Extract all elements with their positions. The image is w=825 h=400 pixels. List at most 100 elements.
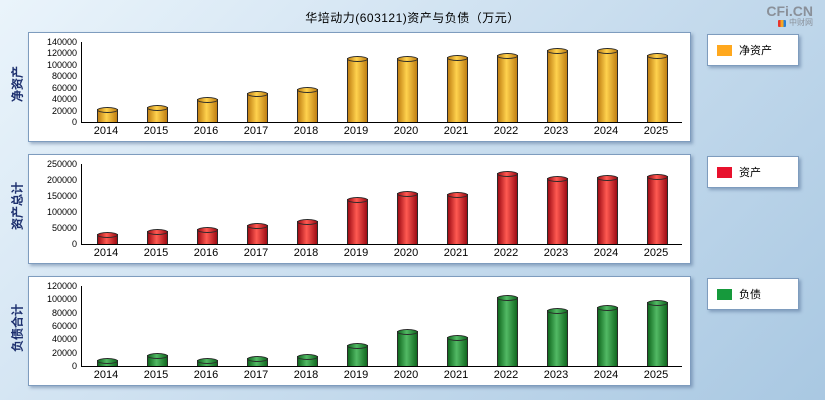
bar-2018	[296, 354, 318, 366]
bar-2015	[146, 353, 168, 366]
x-tick-label: 2016	[193, 125, 219, 137]
bar-2022	[496, 53, 518, 122]
bar-2017	[246, 356, 268, 366]
x-tick-label: 2015	[143, 247, 169, 259]
bar-2024	[596, 305, 618, 366]
x-tick-label: 2022	[493, 125, 519, 137]
bar-cap	[496, 295, 518, 301]
bar-slot	[432, 286, 482, 366]
bar-2021	[446, 55, 468, 122]
x-tick-label: 2017	[243, 125, 269, 137]
bar-cap	[346, 197, 368, 203]
bar-cap	[296, 87, 318, 93]
x-tick-label: 2024	[593, 369, 619, 381]
bar-cap	[246, 91, 268, 97]
bar-2020	[396, 56, 418, 122]
cfi-logo-icon	[778, 20, 786, 28]
chart-net-assets: 净资产 140000 120000 100000 80000 60000 40000 200…	[6, 32, 825, 142]
bar-slot	[382, 164, 432, 244]
bar-2016	[196, 358, 218, 366]
plot-area	[81, 42, 682, 123]
bar-slot	[632, 286, 682, 366]
bar-2019	[346, 343, 368, 366]
page-title: 华培动力(603121)资产与负债（万元）	[305, 11, 520, 25]
bar-slot	[82, 286, 132, 366]
bar-2020	[396, 191, 418, 244]
bar-2014	[96, 232, 118, 244]
bar-cap	[196, 227, 218, 233]
bar-cap	[446, 55, 468, 61]
legend-box: 负债	[707, 278, 799, 310]
bar-2025	[646, 53, 668, 122]
y-axis-title: 负债合计	[10, 303, 25, 353]
bar-cap	[96, 358, 118, 364]
x-labels: 2014 2015 2016 2017 2018 2019 2020 2021 2022 2023…	[81, 367, 681, 383]
bar-slot	[382, 286, 432, 366]
x-tick-label: 2015	[143, 125, 169, 137]
bar-2023	[546, 48, 568, 122]
x-tick-label: 2024	[593, 247, 619, 259]
bar-slot	[482, 42, 532, 122]
bar-2025	[646, 300, 668, 366]
bar-2017	[246, 91, 268, 122]
bar-slot	[532, 42, 582, 122]
x-tick-label: 2022	[493, 369, 519, 381]
y-axis-title-wrap: 资产总计	[6, 154, 28, 258]
x-tick-label: 2018	[293, 247, 319, 259]
bar-slot	[182, 286, 232, 366]
bar-2016	[196, 227, 218, 244]
chart-total-assets: 资产总计 250000 200000 150000 100000 50000 0 2014…	[6, 154, 825, 264]
bar-cap	[246, 223, 268, 229]
bar-2023	[546, 176, 568, 244]
bar-cap	[396, 191, 418, 197]
x-tick-label: 2021	[443, 125, 469, 137]
bar-slot	[232, 164, 282, 244]
x-tick-label: 2025	[643, 247, 669, 259]
x-tick-label: 2014	[93, 247, 119, 259]
bar-cap	[296, 219, 318, 225]
legend-swatch	[717, 44, 732, 56]
bar-2024	[596, 175, 618, 244]
y-axis-title-wrap: 净资产	[6, 32, 28, 136]
bar-cap	[646, 174, 668, 180]
bar-cap	[446, 192, 468, 198]
bar-cap	[546, 48, 568, 54]
bar-2019	[346, 56, 368, 122]
bar-2014	[96, 107, 118, 122]
bar-cap	[596, 48, 618, 54]
x-tick-label: 2025	[643, 125, 669, 137]
bar-slot	[232, 286, 282, 366]
x-tick-label: 2016	[193, 369, 219, 381]
x-tick-label: 2023	[543, 369, 569, 381]
bar-slot	[532, 164, 582, 244]
chart-panel: 140000 120000 100000 80000 60000 40000 20000 0 …	[28, 32, 691, 142]
legend-swatch	[717, 288, 732, 300]
x-tick-label: 2015	[143, 369, 169, 381]
bar-cap	[146, 353, 168, 359]
bar-slot	[532, 286, 582, 366]
bar-cap	[596, 175, 618, 181]
bar-2023	[546, 308, 568, 366]
chart-panel: 120000 100000 80000 60000 40000 20000 0 2014 20…	[28, 276, 691, 386]
x-tick-label: 2018	[293, 125, 319, 137]
bar-slot	[182, 164, 232, 244]
x-tick-label: 2025	[643, 369, 669, 381]
chart-total-liabilities: 负债合计 120000 100000 80000 60000 40000 20000 0 2…	[6, 276, 825, 386]
bar-cap	[396, 56, 418, 62]
x-tick-label: 2019	[343, 247, 369, 259]
bar-2015	[146, 105, 168, 122]
legend-label: 资产	[739, 167, 761, 179]
legend-swatch	[717, 166, 732, 178]
bar-slot	[332, 164, 382, 244]
y-axis-title-wrap: 负债合计	[6, 276, 28, 380]
bar-slot	[582, 164, 632, 244]
bar-cap	[196, 97, 218, 103]
bar-2025	[646, 174, 668, 244]
legend-box: 资产	[707, 156, 799, 188]
bar-cap	[346, 343, 368, 349]
bar-cap	[346, 56, 368, 62]
bar-cap	[646, 300, 668, 306]
bar-slot	[282, 286, 332, 366]
bar-cap	[396, 329, 418, 335]
bar-slot	[482, 286, 532, 366]
